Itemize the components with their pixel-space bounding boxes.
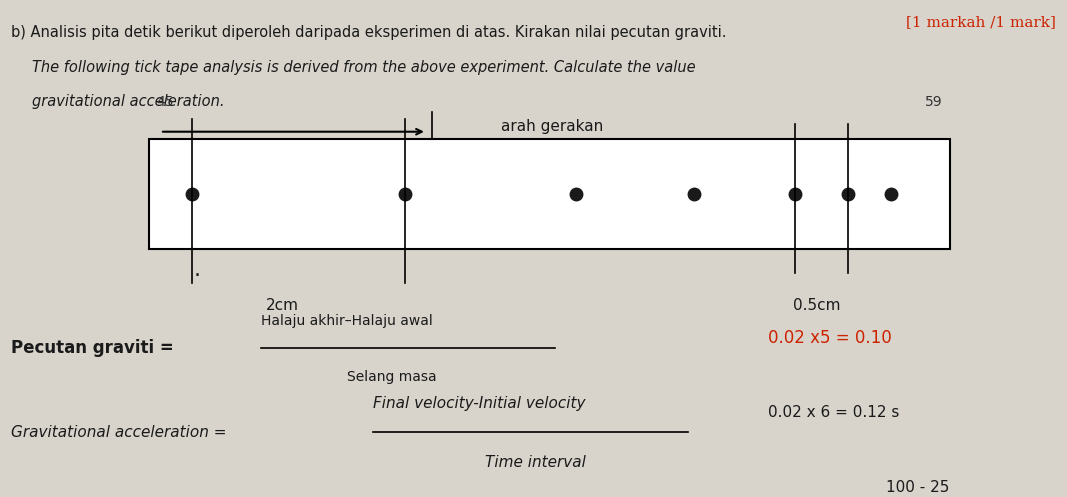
Text: [1 markah /1 mark]: [1 markah /1 mark] [907,15,1056,29]
Text: Time interval: Time interval [485,455,587,470]
Text: Pecutan graviti =: Pecutan graviti = [11,339,174,357]
Text: Gravitational acceleration =: Gravitational acceleration = [11,425,232,440]
Text: 0.5cm: 0.5cm [793,298,840,313]
Text: Halaju akhir–Halaju awal: Halaju akhir–Halaju awal [261,314,433,328]
Text: b) Analisis pita detik berikut diperoleh daripada eksperimen di atas. Kirakan ni: b) Analisis pita detik berikut diperoleh… [11,25,727,40]
Text: 0.02 x 6 = 0.12 s: 0.02 x 6 = 0.12 s [768,405,899,420]
Text: arah gerakan: arah gerakan [501,119,604,134]
Text: 100 - 25: 100 - 25 [886,480,949,495]
Text: gravitational acceleration.: gravitational acceleration. [32,94,224,109]
Text: 45: 45 [157,95,174,109]
Bar [149,139,950,248]
Text: 59: 59 [925,95,942,109]
Text: 0.02 x5 = 0.10: 0.02 x5 = 0.10 [768,329,892,347]
Text: ·: · [194,266,201,286]
Text: Final velocity-Initial velocity: Final velocity-Initial velocity [373,396,586,411]
Text: 2cm: 2cm [267,298,299,313]
Text: The following tick tape analysis is derived from the above experiment. Calculate: The following tick tape analysis is deri… [32,60,696,75]
Text: Selang masa: Selang masa [347,370,436,384]
